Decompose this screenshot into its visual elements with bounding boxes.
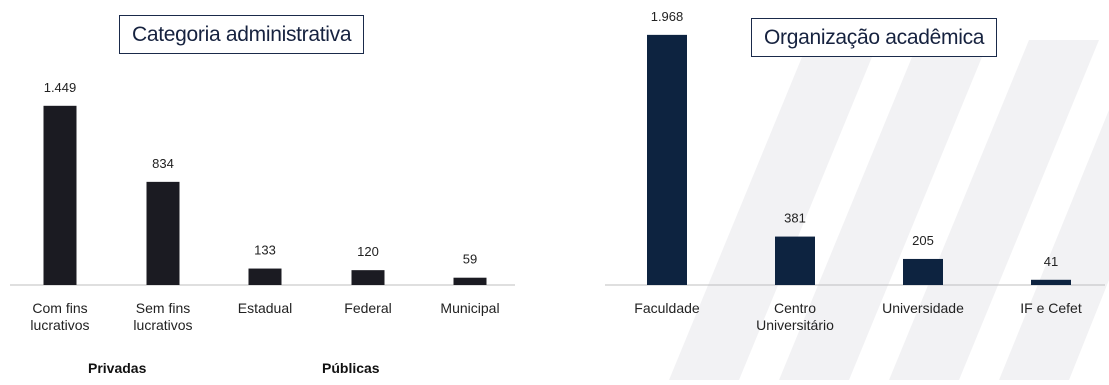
bar [351,270,385,285]
bar [453,277,487,285]
data-label: 205 [912,233,934,248]
tick-label: Municipal [440,300,499,316]
chart-title: Categoria administrativa [119,15,365,54]
bar-chart-plot: 1.449 Com fins lucrativos 834 Sem fins lucrat… [10,80,515,333]
data-label: 41 [1044,254,1058,269]
bar [903,258,943,285]
tick-label: Centro Universitário [756,300,834,333]
data-label: 120 [357,244,379,259]
group-label-publicas: Públicas [322,360,380,376]
data-label: 381 [784,211,806,226]
group-label-privadas: Privadas [88,360,147,376]
bar [775,236,815,285]
bar [146,181,180,285]
bar-chart-plot: 1.968 Faculdade 381 Centro Universitário 205 U… [605,9,1105,333]
tick-label: Sem fins lucrativos [133,300,192,333]
data-label: 133 [254,243,276,258]
bar [1031,279,1071,285]
bar [43,105,77,285]
tick-label: Universidade [882,300,964,316]
tick-label: IF e Cefet [1020,300,1082,316]
chart-categoria-administrativa: Categoria administrativa 1.449 Com fins lu… [0,0,520,380]
data-label: 1.449 [44,80,77,95]
tick-label: Com fins lucrativos [30,300,89,333]
tick-label: Federal [344,300,391,316]
tick-label: Estadual [238,300,292,316]
bar [647,34,687,285]
bar [248,268,282,285]
chart-title: Organização acadêmica [751,18,998,57]
tick-label: Faculdade [634,300,700,316]
data-label: 59 [463,252,477,267]
data-label: 834 [152,156,174,171]
chart-organizacao-academica: Organização acadêmica 1.968 Faculdade 381 C… [600,0,1109,380]
data-label: 1.968 [651,9,684,24]
